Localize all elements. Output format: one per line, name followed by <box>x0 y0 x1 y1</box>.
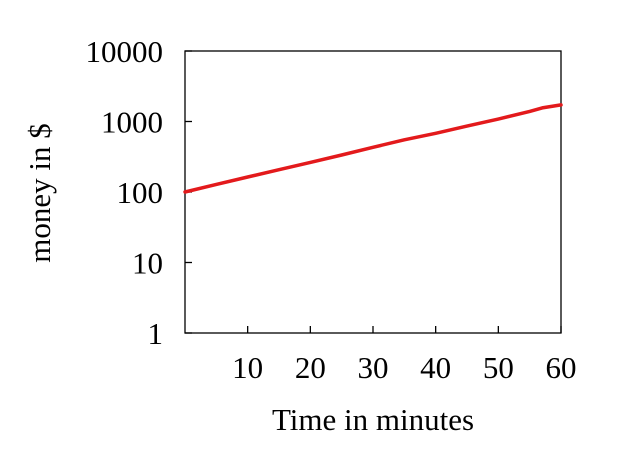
ticks: 1 10 100 1000 10000 10 20 30 40 50 60 <box>86 34 577 385</box>
series-layer <box>183 103 563 194</box>
y-axis-title: money in $ <box>22 123 57 263</box>
x-tick-label: 20 <box>295 350 326 385</box>
y-tick-label: 1 <box>148 316 164 351</box>
x-tick-label: 50 <box>483 350 514 385</box>
x-tick-label: 10 <box>232 350 263 385</box>
x-tick-label: 60 <box>546 350 577 385</box>
x-tick-label: 40 <box>420 350 451 385</box>
axes <box>184 50 562 334</box>
plot-frame <box>184 50 562 334</box>
y-tick-label: 1000 <box>101 105 163 140</box>
y-tick-label: 10000 <box>86 34 164 69</box>
x-axis-title: Time in minutes <box>272 402 474 437</box>
y-tick-label: 100 <box>117 175 164 210</box>
series-line <box>183 103 563 194</box>
y-tick-label: 10 <box>132 246 163 281</box>
x-tick-label: 30 <box>358 350 389 385</box>
